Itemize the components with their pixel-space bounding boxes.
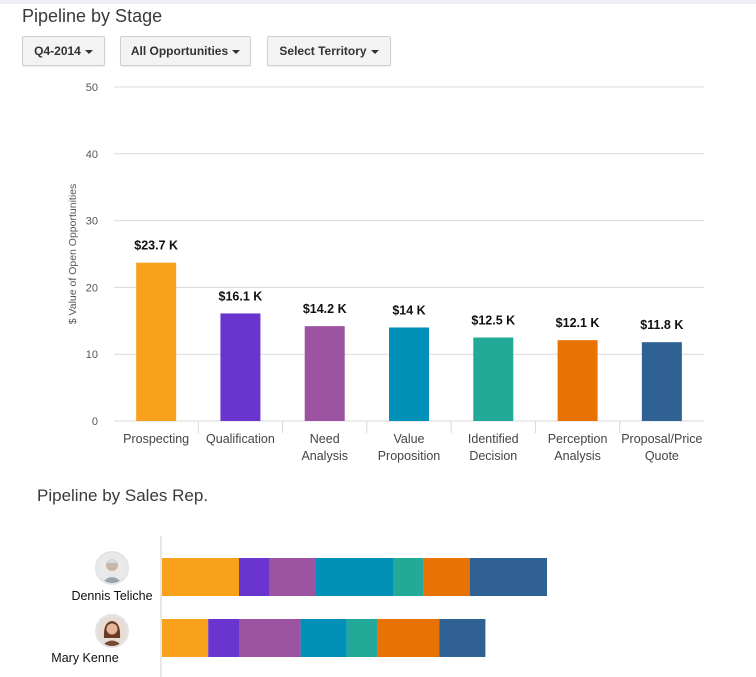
chevron-down-icon: [370, 49, 379, 54]
y-tick-label: 10: [86, 349, 98, 361]
top-strip: [0, 0, 756, 4]
chevron-down-icon: [232, 49, 241, 54]
territory-filter-dropdown[interactable]: Select Territory: [267, 36, 391, 66]
rep-bar-segment: [239, 558, 270, 596]
x-category-label: Perception: [548, 432, 608, 446]
y-tick-label: 20: [86, 282, 98, 294]
bar-value-label: $14 K: [392, 303, 425, 317]
rep-bar-segment: [439, 619, 486, 657]
rep-bar-segment: [423, 558, 470, 596]
quarter-filter-dropdown[interactable]: Q4-2014: [22, 36, 105, 66]
x-category-label: Analysis: [301, 449, 348, 463]
person-photo-icon: [97, 553, 127, 583]
y-tick-label: 0: [92, 416, 98, 428]
territory-filter-label: Select Territory: [279, 44, 367, 58]
avatar-mary-kenne[interactable]: [95, 614, 129, 648]
bar-value-label: $12.5 K: [471, 314, 515, 328]
x-category-label: Decision: [469, 449, 517, 463]
bar-6: [557, 340, 598, 421]
x-category-label: Identified: [468, 432, 519, 446]
rep-bar-segment: [346, 619, 378, 657]
bar-1: [136, 262, 177, 421]
rep-name-mary: Mary Kenne: [51, 651, 119, 665]
bar-value-label: $14.2 K: [303, 302, 347, 316]
x-category-label: Proposition: [378, 449, 441, 463]
y-axis-title: $ Value of Open Opportunities: [67, 184, 79, 324]
x-category-label: Value: [393, 432, 424, 446]
x-category-label: Qualification: [206, 432, 275, 446]
bar-value-label: $16.1 K: [219, 289, 263, 303]
rep-bar-segment: [393, 558, 424, 596]
bar-value-label: $11.8 K: [640, 318, 683, 332]
rep-bar-segment: [470, 558, 547, 596]
person-photo-icon: [97, 616, 127, 646]
rep-bar-segment: [316, 558, 393, 596]
rep-bar-segment: [300, 619, 347, 657]
bar-7: [641, 342, 682, 421]
y-tick-label: 30: [86, 216, 98, 228]
x-category-label: Quote: [645, 449, 679, 463]
avatar-dennis-teliche[interactable]: [95, 551, 129, 585]
rep-bar-segment: [162, 558, 239, 596]
rep-chart-title: Pipeline by Sales Rep.: [37, 486, 209, 505]
y-tick-label: 40: [86, 149, 98, 161]
bar-value-label: $23.7 K: [134, 239, 178, 253]
rep-bar-segment: [162, 619, 209, 657]
rep-bar-segment: [269, 558, 316, 596]
opportunities-filter-dropdown[interactable]: All Opportunities: [120, 36, 251, 66]
pipeline-by-stage-chart: 0 10 20 30 40 50 $ Value of Open Opportunities…: [67, 82, 704, 463]
rep-bar-segment: [377, 619, 440, 657]
x-category-label: Need: [310, 432, 340, 446]
y-tick-label: 50: [86, 82, 98, 94]
bar-4: [389, 327, 429, 421]
bar-value-label: $12.1 K: [556, 316, 600, 330]
rep-bar-segment: [208, 619, 239, 657]
bar-5: [473, 337, 514, 421]
rep-bar-segment: [239, 619, 301, 657]
x-category-label: Prospecting: [123, 432, 189, 446]
x-category-label: Proposal/Price: [621, 432, 702, 446]
opportunities-filter-label: All Opportunities: [130, 44, 229, 58]
bar-2: [220, 313, 261, 421]
stage-chart-title: Pipeline by Stage: [22, 6, 163, 26]
rep-name-dennis: Dennis Teliche: [71, 589, 153, 603]
x-category-label: Analysis: [554, 449, 601, 463]
bar-3: [304, 326, 345, 421]
chevron-down-icon: [84, 49, 93, 54]
quarter-filter-label: Q4-2014: [34, 44, 81, 58]
